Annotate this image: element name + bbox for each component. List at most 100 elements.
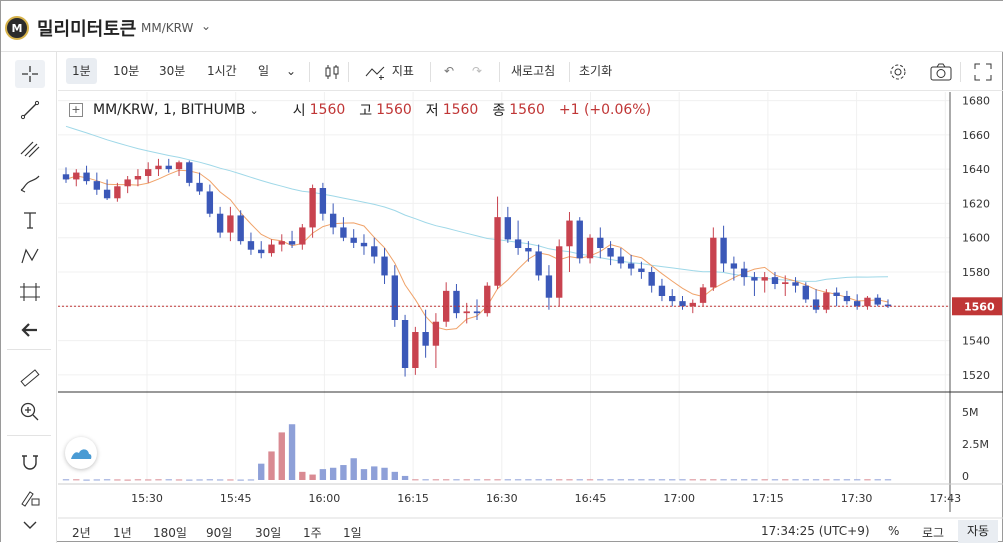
volume-bar bbox=[278, 432, 285, 480]
candle bbox=[679, 301, 686, 307]
volume-bar bbox=[576, 479, 583, 481]
redo-icon[interactable]: ↷ bbox=[472, 64, 483, 78]
price-chart[interactable]: 1680 1660 1640 1620 1600 1580 1560 1540 1520 15:3… bbox=[58, 92, 1003, 543]
brush-icon[interactable] bbox=[15, 170, 45, 198]
reset-button[interactable]: 초기화 bbox=[579, 64, 613, 78]
volume-bar bbox=[442, 479, 450, 481]
time-tick-label: 17:00 bbox=[663, 492, 695, 505]
candle bbox=[175, 162, 183, 170]
volume-bar bbox=[648, 479, 655, 481]
text-tool-icon[interactable] bbox=[15, 206, 45, 234]
interval-10m[interactable]: 10분 bbox=[113, 64, 140, 78]
undo-icon[interactable]: ↶ bbox=[444, 64, 455, 78]
time-tick-label: 17:15 bbox=[752, 492, 784, 505]
time-tick-label: 16:15 bbox=[397, 492, 429, 505]
candle bbox=[268, 244, 275, 254]
volume-bar bbox=[638, 479, 645, 481]
range-90d[interactable]: 90일 bbox=[206, 526, 233, 540]
clock: 17:34:25 (UTC+9) bbox=[761, 524, 870, 538]
current-price-badge bbox=[952, 297, 1002, 316]
volume-bar bbox=[627, 479, 635, 481]
indicator-button[interactable]: 지표 bbox=[358, 58, 420, 84]
candle bbox=[247, 241, 255, 250]
ruler-icon[interactable] bbox=[15, 364, 45, 392]
legend-low-label: 저 bbox=[425, 103, 439, 119]
auto-scale-toggle[interactable]: 자동 bbox=[958, 520, 998, 543]
candle bbox=[720, 237, 727, 264]
toolbar-divider bbox=[7, 349, 51, 350]
time-tick-label: 17:43 bbox=[929, 492, 961, 505]
tradingview-logo-icon[interactable] bbox=[65, 437, 97, 469]
camera-icon[interactable] bbox=[924, 58, 958, 84]
ma-long-line bbox=[65, 125, 889, 282]
candle bbox=[473, 311, 481, 314]
candle bbox=[556, 246, 563, 298]
lock-drawing-icon[interactable] bbox=[15, 484, 45, 512]
toolbar-divider bbox=[499, 62, 500, 82]
candle bbox=[103, 189, 111, 199]
measure-tool-icon[interactable] bbox=[15, 278, 45, 306]
chart-toolbar: 1분 10분 30분 1시간 일 ⌄ 지표 ↶ ↷ 새로고침 초기화 bbox=[58, 52, 1003, 91]
interval-more-chevron-icon[interactable]: ⌄ bbox=[286, 64, 297, 78]
interval-1m[interactable]: 1분 bbox=[66, 58, 97, 84]
interval-day[interactable]: 일 bbox=[258, 64, 270, 78]
interval-30m[interactable]: 30분 bbox=[159, 64, 186, 78]
pattern-tool-icon[interactable] bbox=[15, 242, 45, 270]
fib-tool-icon[interactable] bbox=[15, 134, 45, 162]
candle bbox=[329, 213, 337, 228]
log-scale-toggle[interactable]: 로그 bbox=[922, 526, 945, 540]
candle bbox=[782, 282, 789, 284]
crosshair-icon[interactable] bbox=[15, 60, 45, 88]
volume-bar bbox=[329, 467, 337, 480]
candle bbox=[514, 239, 522, 248]
candle bbox=[669, 296, 676, 302]
plus-icon[interactable]: + bbox=[69, 103, 83, 117]
fullscreen-icon[interactable] bbox=[968, 58, 998, 84]
chevron-down-icon[interactable]: ⌄ bbox=[249, 103, 259, 117]
percent-scale-toggle[interactable]: % bbox=[888, 524, 900, 538]
range-2y[interactable]: 2년 bbox=[72, 526, 91, 540]
range-30d[interactable]: 30일 bbox=[255, 526, 282, 540]
current-price-label: 1560 bbox=[964, 300, 995, 313]
range-180d[interactable]: 180일 bbox=[153, 526, 187, 540]
trend-line-icon[interactable] bbox=[15, 96, 45, 124]
volume-bar bbox=[93, 479, 101, 481]
candle bbox=[751, 277, 758, 281]
candle bbox=[299, 227, 306, 245]
volume-bar bbox=[134, 479, 142, 481]
chart-grid bbox=[58, 92, 950, 480]
candle bbox=[237, 215, 244, 242]
range-1w[interactable]: 1주 bbox=[303, 526, 322, 540]
legend-high-value: 1560 bbox=[376, 102, 412, 118]
arrow-left-icon[interactable] bbox=[15, 316, 45, 344]
candle bbox=[196, 182, 203, 192]
time-tick-label: 16:45 bbox=[575, 492, 607, 505]
gear-icon[interactable] bbox=[882, 58, 914, 84]
candle bbox=[360, 242, 368, 247]
legend-change: +1 (+0.06%) bbox=[558, 102, 652, 118]
volume-bar bbox=[73, 479, 80, 481]
candle bbox=[83, 172, 90, 182]
volume-bar bbox=[216, 479, 224, 481]
volume-bar bbox=[710, 479, 717, 481]
candle bbox=[617, 256, 625, 264]
chevron-down-icon[interactable]: ⌄ bbox=[201, 19, 212, 33]
expand-toolbar-icon[interactable] bbox=[15, 514, 45, 536]
price-tick-label: 1580 bbox=[962, 266, 990, 279]
range-1y[interactable]: 1년 bbox=[113, 526, 132, 540]
refresh-button[interactable]: 새로고침 bbox=[511, 64, 556, 78]
interval-1h[interactable]: 1시간 bbox=[207, 64, 237, 78]
range-1d[interactable]: 1일 bbox=[343, 526, 362, 540]
candle bbox=[484, 285, 491, 314]
volume-bar bbox=[556, 479, 563, 481]
magnet-icon[interactable] bbox=[15, 448, 45, 476]
price-tick-label: 1540 bbox=[962, 335, 990, 348]
toolbar-divider bbox=[7, 435, 51, 436]
candle bbox=[371, 246, 378, 257]
zoom-in-icon[interactable] bbox=[15, 398, 45, 426]
pair-selector[interactable]: MM/KRW bbox=[141, 21, 194, 35]
candle-type-icon[interactable] bbox=[318, 58, 346, 84]
candle bbox=[134, 176, 142, 180]
volume-bar bbox=[504, 479, 512, 481]
volume-bar bbox=[823, 479, 830, 481]
